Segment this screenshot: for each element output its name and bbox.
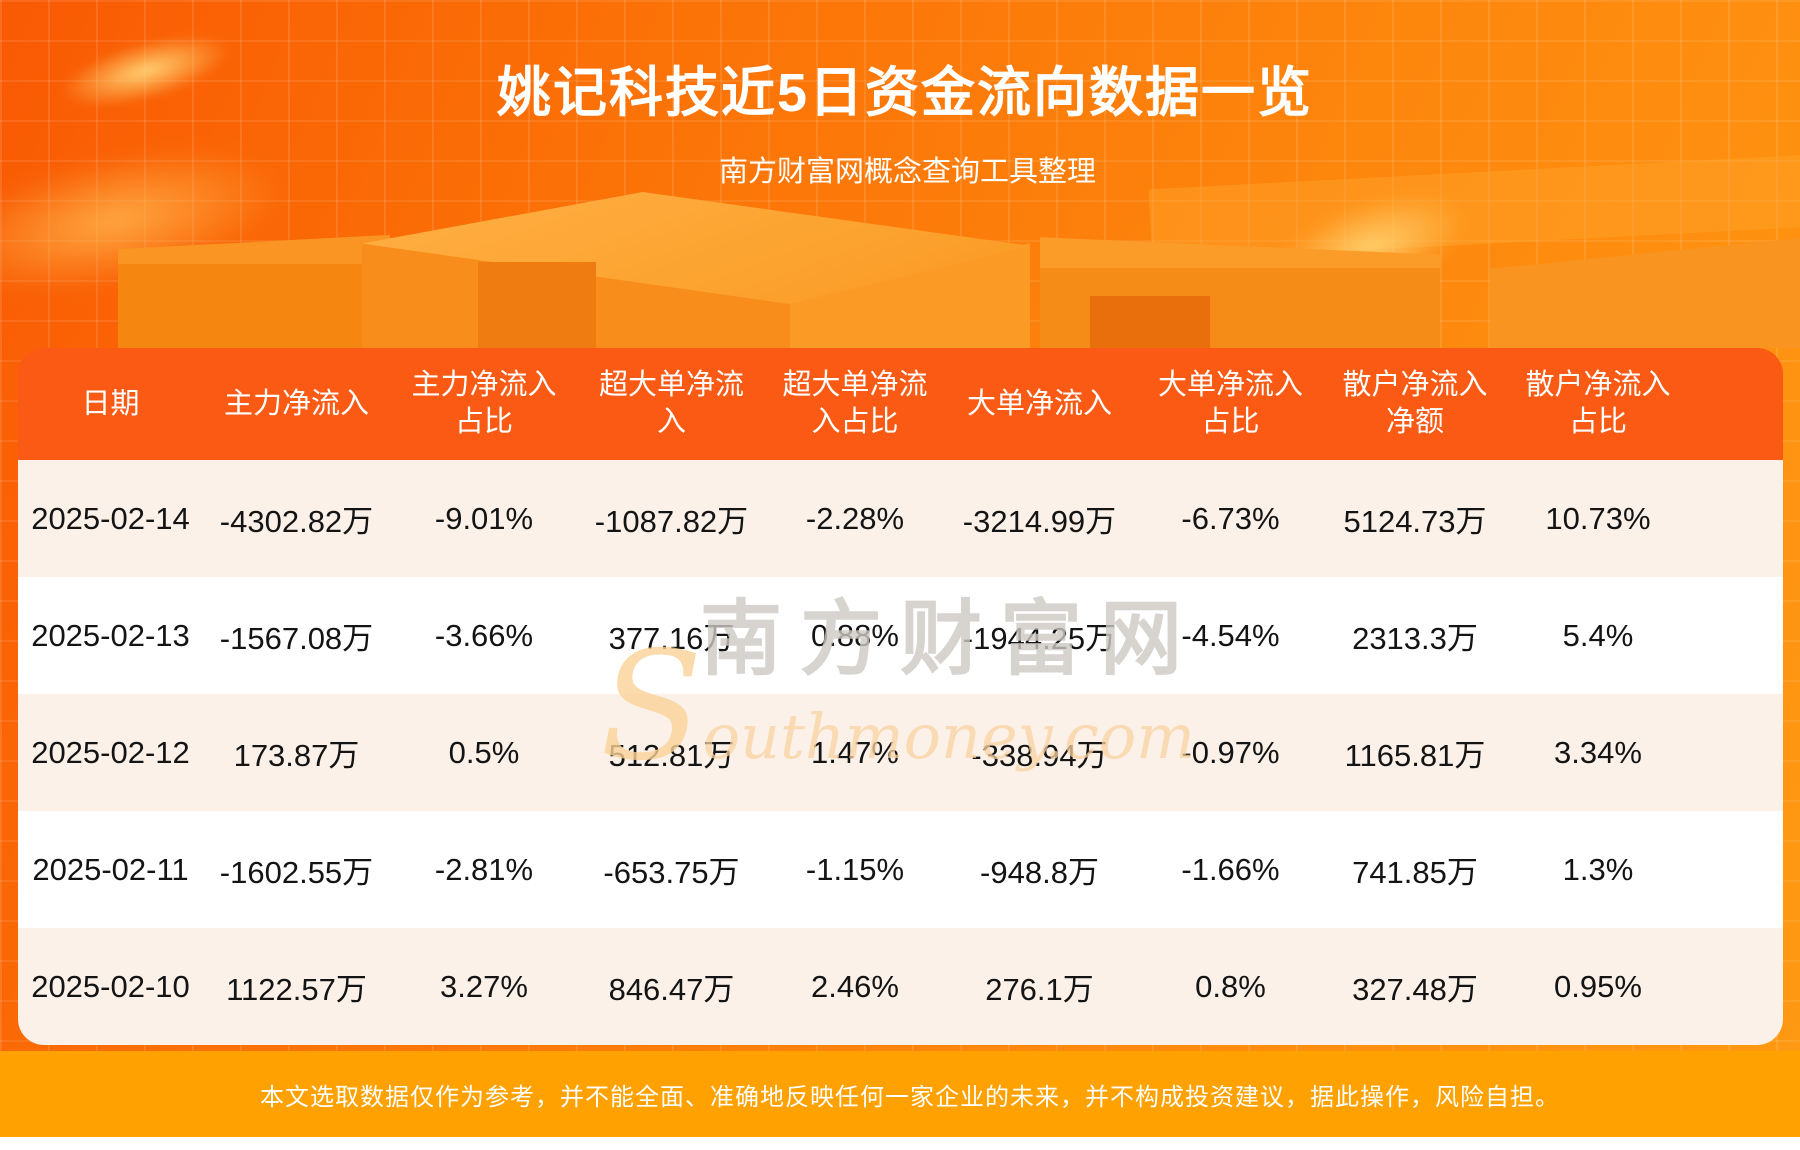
podium-left-top-face	[118, 234, 390, 280]
table-cell: -1602.55万	[219, 855, 374, 890]
column-header: 大单净流入 占比	[1157, 369, 1303, 438]
table-cell: 0.8%	[1195, 968, 1266, 1004]
table-cell: -1.66%	[1181, 851, 1280, 887]
table-cell: -6.73%	[1181, 500, 1280, 536]
podium-center-front-right-face	[790, 243, 1030, 348]
column-header: 散户净流入 净额	[1342, 369, 1488, 438]
footer-band: 本文选取数据仅作为参考，并不能全面、准确地反映任何一家企业的未来，并不构成投资建…	[0, 1051, 1800, 1137]
table-cell: 377.16万	[608, 621, 735, 656]
table-cell: 1.47%	[811, 734, 899, 770]
table-header-row: 日期 主力净流入 主力净流入 占比 超大单净流入超大单净流 入占比 大单净流入 大单净流入 占比…	[18, 348, 1783, 460]
podium-small-block	[1090, 296, 1210, 348]
table-cell: 846.47万	[608, 972, 735, 1007]
bottom-white-strip	[0, 1137, 1800, 1150]
column-header: 超大单净流 入占比	[782, 369, 928, 438]
column-header: 大单净流入	[966, 387, 1112, 420]
column-header: 超大单净流入	[598, 369, 744, 438]
column-header: 主力净流入 占比	[411, 369, 557, 438]
table-cell: 327.48万	[1352, 972, 1478, 1007]
podium-small-block	[478, 262, 596, 348]
table-cell: 0.88%	[811, 617, 899, 653]
table-cell: 276.1万	[985, 972, 1094, 1007]
fund-flow-table: 日期 主力净流入 主力净流入 占比 超大单净流入超大单净流 入占比 大单净流入 大单净流入 占比…	[18, 348, 1783, 1045]
page-title: 姚记科技近5日资金流向数据一览	[496, 63, 1314, 123]
table-cell: 3.27%	[440, 968, 528, 1004]
table-cell: 3.34%	[1554, 734, 1642, 770]
table-cell: -1944.25万	[962, 621, 1117, 656]
podium-left-front-face	[118, 264, 390, 348]
table-cell: 0.5%	[448, 734, 520, 770]
column-header: 散户净流入 占比	[1525, 369, 1671, 438]
table-cell: 1122.57万	[226, 972, 367, 1007]
table-cell: -4.54%	[1181, 617, 1280, 653]
table-cell: 2.46%	[811, 968, 899, 1004]
table-cell: 5124.73万	[1343, 504, 1487, 539]
table-row: 2025-02-12 173.87万 0.5% 512.81万 1.47% -338.94…	[18, 694, 1783, 811]
podium-right-top-face	[1040, 237, 1440, 287]
table-cell: 2313.3万	[1352, 621, 1478, 656]
table-cell: -0.97%	[1181, 734, 1280, 770]
light-streak-decoration	[1258, 169, 1483, 327]
table-cell: -3214.99万	[962, 504, 1117, 539]
table-row: 2025-02-11 -1602.55万 -2.81% -653.75万 -1.15% -…	[18, 811, 1783, 928]
table-cell: -2.81%	[434, 851, 534, 887]
table-cell: -9.01%	[434, 500, 534, 536]
table-cell: 2025-02-11	[32, 851, 189, 887]
table-cell: 512.81万	[608, 738, 735, 773]
table-cell: -3.66%	[434, 617, 534, 653]
table-cell: 2025-02-10	[31, 968, 190, 1004]
column-header: 主力净流入	[223, 387, 369, 420]
page-subtitle: 南方财富网概念查询工具整理	[718, 156, 1096, 188]
column-header: 日期	[81, 387, 140, 420]
table-cell: 173.87万	[233, 738, 360, 773]
table-row: 2025-02-14 -4302.82万 -9.01% -1087.82万 -2.28%…	[18, 460, 1783, 577]
table-body: 2025-02-14 -4302.82万 -9.01% -1087.82万 -2.28%…	[18, 460, 1783, 1045]
table-cell: -1.15%	[805, 851, 905, 887]
table-cell: -4302.82万	[219, 504, 374, 539]
table-cell: -1567.08万	[219, 621, 374, 656]
podium-center-front-left-face	[362, 243, 794, 348]
disclaimer-text: 本文选取数据仅作为参考，并不能全面、准确地反映任何一家企业的未来，并不构成投资建…	[260, 1083, 1560, 1111]
table-cell: -1087.82万	[594, 504, 749, 539]
table-cell: -653.75万	[603, 855, 740, 890]
table-row: 2025-02-13 -1567.08万 -3.66% 377.16万 0.88% -19…	[18, 577, 1783, 694]
table-cell: -338.94万	[971, 738, 1108, 773]
table-cell: 5.4%	[1562, 617, 1634, 653]
podium-far-right	[1490, 238, 1800, 348]
podium-right-front-face	[1040, 268, 1440, 348]
table-cell: 2025-02-14	[31, 500, 190, 536]
table-row: 2025-02-10 1122.57万 3.27% 846.47万 2.46% 276.1…	[18, 928, 1783, 1045]
table-cell: 2025-02-12	[31, 734, 190, 770]
table-cell: -2.28%	[805, 500, 905, 536]
podium-center-top-face	[362, 192, 1030, 304]
table-cell: 0.95%	[1554, 968, 1642, 1004]
table-cell: 1.3%	[1562, 851, 1634, 887]
table-cell: -948.8万	[980, 855, 1099, 890]
table-cell: 741.85万	[1352, 855, 1478, 890]
table-cell: 1165.81万	[1344, 738, 1486, 773]
table-cell: 2025-02-13	[31, 617, 190, 653]
table-cell: 10.73%	[1545, 500, 1651, 536]
